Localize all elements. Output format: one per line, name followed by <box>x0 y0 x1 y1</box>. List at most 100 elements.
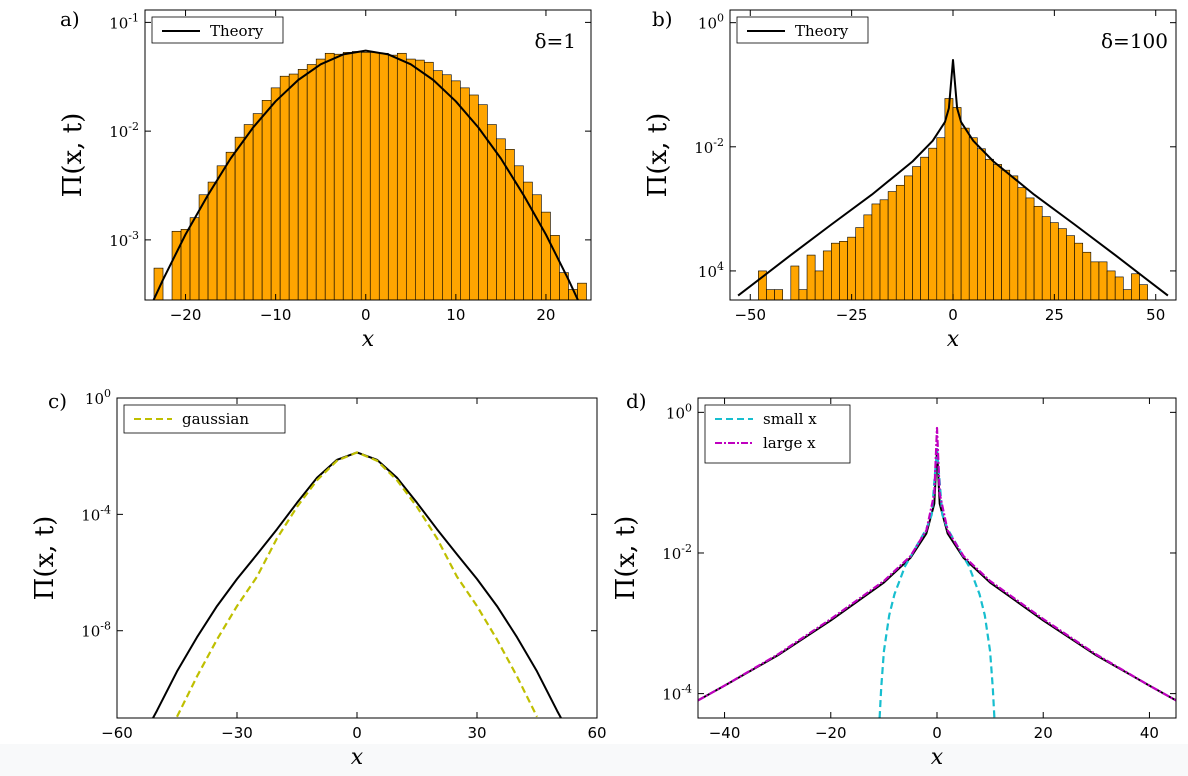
histogram-bar <box>774 289 784 300</box>
histogram-bar <box>333 53 344 300</box>
x-tick-label: 50 <box>1146 306 1165 324</box>
histogram-bar <box>863 214 873 300</box>
histogram-bar <box>1033 205 1043 300</box>
panel-label: b) <box>652 7 673 31</box>
legend: Theory <box>736 16 869 44</box>
panel-label: c) <box>48 389 67 413</box>
histogram-bar <box>960 127 970 300</box>
histogram-bar <box>415 59 425 300</box>
histogram-bar <box>1090 261 1100 300</box>
histogram-bar <box>279 75 290 300</box>
histogram-bar <box>968 137 978 300</box>
x-tick-label: −25 <box>836 306 868 324</box>
histogram-bar <box>1050 222 1059 300</box>
histogram-bar <box>405 58 416 300</box>
x-tick-label: −10 <box>260 306 292 324</box>
plot-area <box>152 451 562 718</box>
x-tick-label: 0 <box>352 724 362 742</box>
legend: gaussian <box>123 404 286 434</box>
histogram-bar <box>541 211 551 300</box>
small-x-line <box>878 448 996 718</box>
histogram-bar <box>577 282 587 300</box>
y-tick-label: 100 <box>666 401 692 422</box>
histogram-bar <box>442 74 452 300</box>
histogram-bar <box>1082 251 1092 300</box>
y-tick-label: 10-8 <box>81 620 111 641</box>
histogram-bar <box>532 194 542 300</box>
x-tick-label: 30 <box>467 724 486 742</box>
legend: small x large x <box>704 404 851 464</box>
x-tick-label: 0 <box>932 724 942 742</box>
histogram-bar <box>369 52 380 300</box>
y-tick-label: 10-3 <box>109 229 139 250</box>
y-tick-label: 10-2 <box>109 120 139 141</box>
x-tick-label: −50 <box>734 306 766 324</box>
histogram-bar <box>1098 261 1108 300</box>
histogram-bar <box>806 254 816 300</box>
plot-frame <box>116 397 598 719</box>
histogram-bar <box>252 113 263 300</box>
model-line <box>698 448 1176 702</box>
histogram-bar <box>297 69 308 300</box>
histogram-bar <box>952 107 962 300</box>
histogram-bar <box>153 267 164 300</box>
plot-area <box>698 426 1176 718</box>
histogram-bar <box>1017 187 1027 300</box>
x-tick-label: 60 <box>587 724 606 742</box>
histogram-bar <box>847 236 856 300</box>
y-tick-label: 100 <box>85 387 111 408</box>
histogram-bar <box>798 289 808 300</box>
histogram-bar <box>1041 216 1051 300</box>
gaussian-line <box>176 451 538 718</box>
x-tick-label: −20 <box>170 306 202 324</box>
histogram-bar <box>351 51 362 300</box>
panel-label: a) <box>60 7 80 31</box>
histogram-bar <box>225 151 236 300</box>
y-axis-label: Π(x, t) <box>30 516 60 601</box>
histogram-bar <box>766 289 775 300</box>
histogram-bar <box>207 181 218 300</box>
histogram-bar <box>451 80 461 300</box>
x-tick-label: 40 <box>1140 724 1159 742</box>
histogram-bar <box>306 64 317 300</box>
histogram-bar <box>234 136 245 300</box>
legend-label: small x <box>763 410 817 428</box>
histogram-bar <box>460 87 470 300</box>
x-tick-label: 25 <box>1045 306 1064 324</box>
histogram-bar <box>1139 284 1148 300</box>
x-tick-label: −40 <box>709 724 741 742</box>
x-axis-label: x <box>947 327 960 352</box>
histogram-bar <box>387 54 398 300</box>
panel-d: −40 −20 0 20 40 10-4 10-2 100 x Π(x, t) d) small x l… <box>611 389 1177 770</box>
histogram-bar <box>904 175 913 300</box>
histogram-bar <box>1058 228 1067 300</box>
theory-line <box>152 49 580 300</box>
histogram-bar <box>1131 273 1140 300</box>
histogram-bar <box>985 158 994 300</box>
histogram-bar <box>944 98 954 300</box>
plot-frame <box>144 9 592 301</box>
large-x-line <box>698 426 1176 702</box>
legend-label: Theory <box>795 22 849 40</box>
histogram-bar <box>839 241 848 300</box>
delta-annotation: δ=100 <box>1101 29 1168 53</box>
histogram-bar <box>887 191 897 300</box>
histogram-bar <box>523 181 533 300</box>
histogram-bar <box>977 148 986 300</box>
histogram-bar <box>288 73 299 300</box>
histogram-bar <box>822 250 832 300</box>
histogram-bar <box>920 156 929 300</box>
histogram-bar <box>855 227 865 300</box>
histogram-bar <box>324 52 335 300</box>
histogram-bar <box>360 52 371 300</box>
theory-line <box>737 59 1169 297</box>
legend-label: gaussian <box>182 410 249 428</box>
x-axis-label: x <box>351 745 364 770</box>
x-tick-label: −20 <box>815 724 847 742</box>
x-tick-label: 20 <box>1034 724 1053 742</box>
histogram-bar <box>315 58 326 300</box>
histogram-bar <box>261 100 272 300</box>
panel-b: −50 −25 0 25 50 104 10-2 100 x Π(x, t) b) δ=100 Theo… <box>643 7 1177 352</box>
histogram-bar <box>928 147 938 300</box>
